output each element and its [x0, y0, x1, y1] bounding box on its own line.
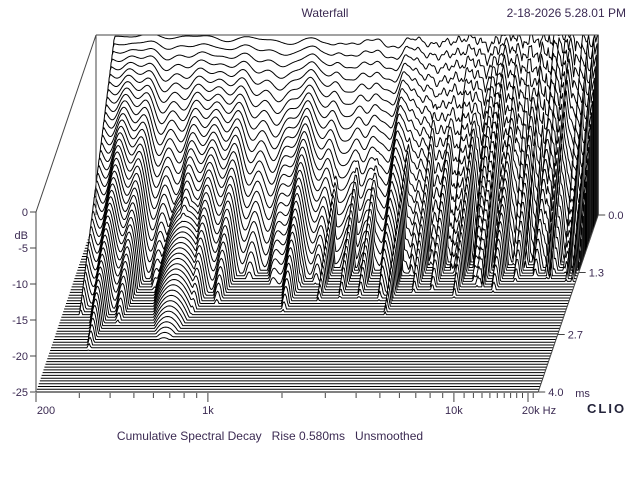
time-axis-unit: ms [575, 388, 590, 400]
db-tick-label: -15 [12, 315, 28, 327]
freq-tick-label: 20k Hz [522, 405, 556, 417]
freq-tick-label: 10k [445, 405, 463, 417]
time-tick-label: 1.3 [589, 268, 604, 280]
freq-tick-label: 1k [202, 405, 214, 417]
db-tick-label: -5 [18, 243, 28, 255]
csd-caption: Cumulative Spectral Decay Rise 0.580ms U… [116, 429, 424, 443]
time-tick-label: 4.0 [548, 387, 563, 399]
timestamp: 2-18-2026 5.28.01 PM [506, 6, 626, 20]
graph-title: Waterfall [301, 6, 349, 20]
time-tick-label: 0.0 [608, 210, 623, 222]
db-tick-label: -10 [12, 279, 28, 291]
db-tick-label: 0 [22, 207, 28, 219]
waterfall-slices [36, 34, 599, 425]
axes [30, 34, 606, 402]
db-axis-unit: dB [15, 230, 28, 242]
clio-brand: CLIO [587, 401, 627, 416]
freq-tick-label: 200 [37, 405, 55, 417]
axis-labels: 0 -5 -10 -15 -20 -25 dB 0.0 1.3 2.7 4.0 ms 200 1k 10k 2… [12, 207, 623, 417]
db-tick-label: -25 [12, 387, 28, 399]
time-tick-label: 2.7 [568, 330, 583, 342]
db-tick-label: -20 [12, 351, 28, 363]
